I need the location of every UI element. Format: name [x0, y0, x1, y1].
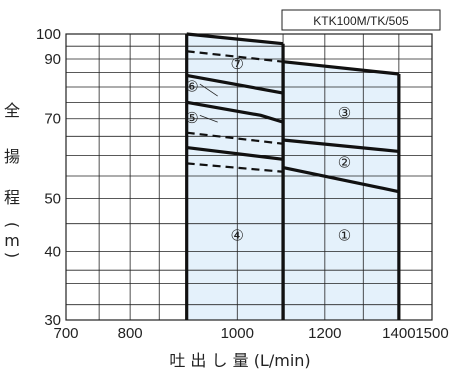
- x-tick-labels: 700 800 1000 1200 1400 1500: [53, 325, 448, 342]
- y-tick-label: 40: [44, 244, 61, 261]
- y-tick-label: 30: [44, 312, 61, 329]
- x-tick-label: 1500: [415, 325, 448, 342]
- y-axis-title-char: 揚: [4, 147, 20, 166]
- model-label-box: [281, 9, 441, 31]
- region-label: ③: [338, 105, 351, 122]
- leader-line: [199, 83, 218, 97]
- series-line: [186, 100, 284, 124]
- x-tick-label: 1000: [221, 325, 254, 342]
- series-line: [186, 50, 284, 63]
- region-label: ④: [231, 227, 244, 244]
- leaders-layer: [199, 83, 218, 123]
- shaded-region: [283, 61, 399, 320]
- region-label: ②: [338, 154, 351, 171]
- y-axis-title-char: m: [4, 231, 20, 250]
- x-tick-label: 800: [118, 325, 143, 342]
- region-labels-layer: ⑦ ⑥ ⑤ ④ ③ ② ①: [185, 56, 351, 244]
- region-label: ⑥: [185, 79, 198, 96]
- regions-layer: [186, 34, 399, 320]
- series-line: [282, 138, 400, 154]
- y-axis-title-char: (: [3, 222, 22, 228]
- y-tick-label: 70: [44, 111, 61, 128]
- region-label: ⑦: [231, 56, 244, 73]
- x-tick-label: 1200: [308, 325, 341, 342]
- y-tick-label: 100: [36, 26, 61, 43]
- x-tick-label: 1400: [382, 325, 415, 342]
- series-line: [186, 162, 284, 173]
- plot-frame: [65, 33, 433, 321]
- y-axis-title-char: 程: [4, 188, 20, 207]
- region-label: ①: [338, 227, 351, 244]
- series-line: [186, 32, 284, 46]
- series-line: [282, 60, 400, 76]
- leader-line: [199, 114, 218, 123]
- series-line: [186, 145, 284, 161]
- curves-layer: [185, 32, 401, 320]
- y-tick-label: 50: [44, 191, 61, 208]
- y-tick-label: 90: [44, 51, 61, 68]
- y-axis-title-char: ): [3, 252, 22, 258]
- series-line: [186, 73, 284, 95]
- series-line: [282, 165, 400, 194]
- model-label: KTK100M/TK/505: [313, 14, 409, 28]
- y-axis-title-char: 全: [4, 101, 20, 120]
- y-axis-title: 全揚程 ( m): [3, 101, 22, 258]
- x-axis-title: 吐 出 し 量 (L/min): [169, 351, 310, 370]
- region-label: ⑤: [185, 110, 198, 127]
- x-tick-label: 700: [53, 325, 78, 342]
- series-line: [186, 131, 284, 145]
- y-tick-labels: 30 40 50 70 90 100: [36, 26, 61, 329]
